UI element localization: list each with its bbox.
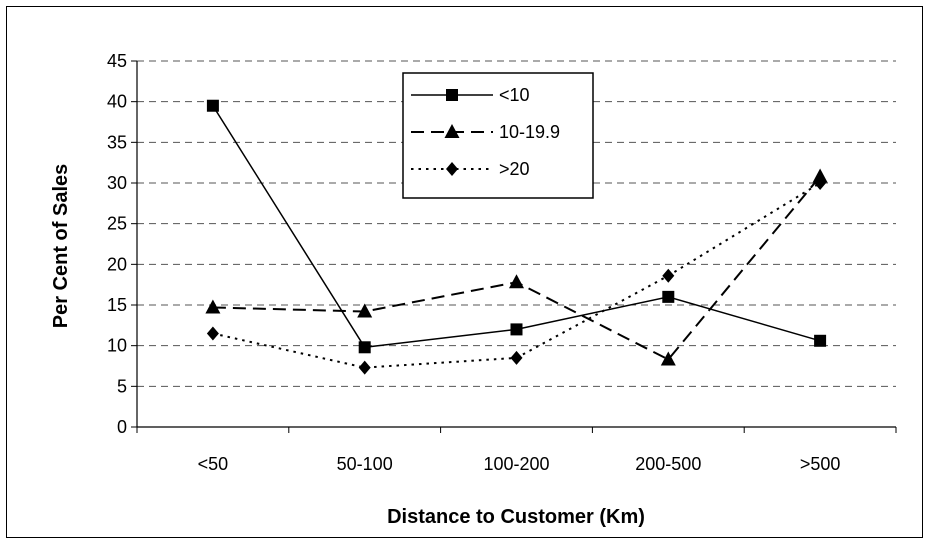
y-tick-labels: 0 5 10 15 20 25 30 35 40 45 — [107, 51, 127, 437]
x-tick-label: <50 — [198, 454, 229, 474]
x-tick-label: 100-200 — [483, 454, 549, 474]
legend-marker-2 — [444, 124, 460, 138]
data-point — [814, 176, 827, 190]
y-tick-label: 40 — [107, 92, 127, 112]
data-point — [509, 274, 524, 289]
x-tick-label: 200-500 — [635, 454, 701, 474]
y-tick-label: 0 — [117, 417, 127, 437]
y-tick-label: 30 — [107, 173, 127, 193]
data-point — [358, 341, 371, 354]
data-point — [206, 326, 219, 341]
data-point — [206, 99, 219, 112]
legend-label-3: >20 — [499, 159, 530, 179]
legend-label-1: <10 — [499, 85, 530, 105]
x-axis-title: Distance to Customer (Km) — [387, 506, 645, 528]
data-point — [660, 351, 676, 366]
gridlines — [137, 60, 896, 387]
data-point — [662, 290, 675, 303]
series-1 — [206, 99, 827, 354]
series-2 — [205, 168, 828, 366]
y-tick-label: 5 — [117, 376, 127, 396]
data-point — [357, 303, 373, 318]
x-tick-labels: <50 50-100 100-200 200-500 >500 — [198, 454, 841, 474]
x-tick-label: >500 — [800, 454, 841, 474]
data-point — [812, 168, 828, 183]
legend-marker-1 — [446, 89, 458, 101]
y-tick-label: 25 — [107, 214, 127, 234]
legend-label-2: 10-19.9 — [499, 122, 560, 142]
data-point — [205, 299, 221, 314]
series-3 — [206, 176, 827, 375]
data-point — [510, 350, 523, 365]
y-tick-label: 20 — [107, 254, 127, 274]
legend-marker-3 — [446, 162, 458, 176]
y-tick-label: 15 — [107, 295, 127, 315]
y-axis-title: Per Cent of Sales — [50, 164, 72, 329]
series-group — [205, 99, 828, 375]
y-tick-label: 45 — [107, 51, 127, 71]
data-point — [510, 323, 523, 336]
axes — [131, 60, 897, 433]
data-point — [662, 268, 675, 283]
data-point — [814, 334, 827, 347]
y-tick-label: 10 — [107, 336, 127, 356]
legend: <10 10-19.9 >20 — [402, 72, 594, 199]
x-tick-label: 50-100 — [337, 454, 393, 474]
legend-box — [402, 72, 594, 199]
y-tick-label: 35 — [107, 132, 127, 152]
data-point — [358, 360, 371, 375]
